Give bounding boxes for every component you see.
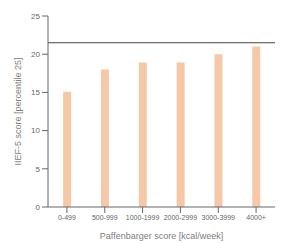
svg-text:10: 10 — [31, 126, 40, 135]
svg-text:3000-3999: 3000-3999 — [202, 214, 236, 221]
svg-text:4000+: 4000+ — [246, 214, 266, 221]
svg-text:20: 20 — [31, 50, 40, 59]
svg-text:IIEF-5 score [percentile 25]: IIEF-5 score [percentile 25] — [13, 57, 23, 165]
svg-text:1000-1999: 1000-1999 — [126, 214, 160, 221]
svg-text:15: 15 — [31, 88, 40, 97]
svg-text:0: 0 — [36, 203, 41, 212]
svg-text:25: 25 — [31, 12, 40, 21]
svg-text:0-499: 0-499 — [58, 214, 76, 221]
svg-text:Paffenbarger score [kcal/week]: Paffenbarger score [kcal/week] — [100, 231, 223, 241]
svg-text:2000-2999: 2000-2999 — [164, 214, 198, 221]
svg-text:5: 5 — [36, 165, 41, 174]
svg-text:500-999: 500-999 — [92, 214, 118, 221]
